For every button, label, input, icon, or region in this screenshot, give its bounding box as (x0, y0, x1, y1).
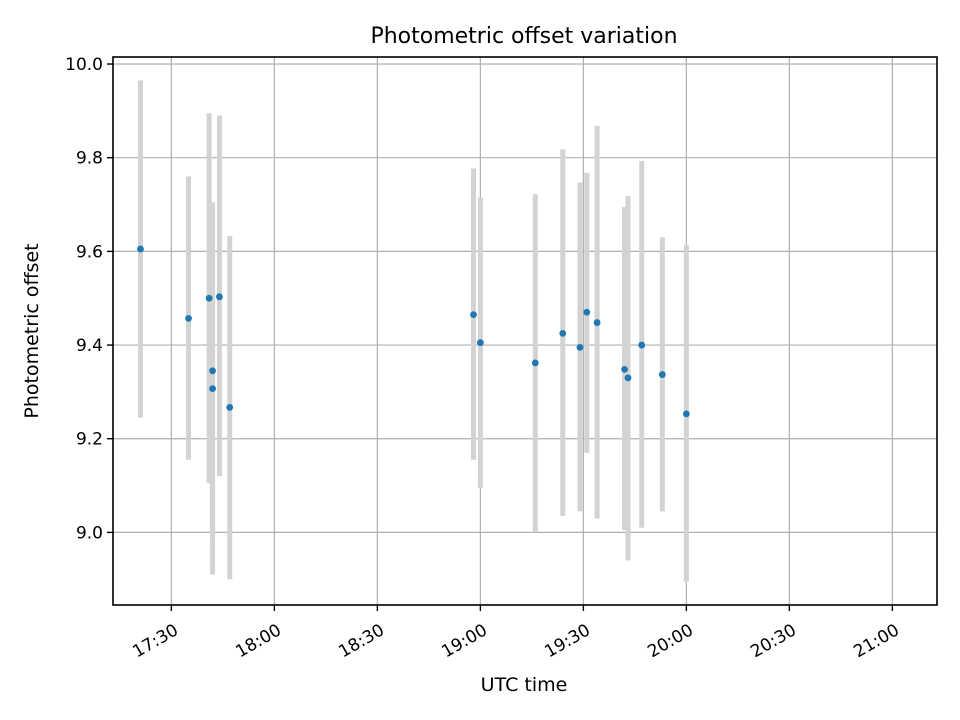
x-axis-label: UTC time (481, 674, 568, 696)
data-point (185, 314, 192, 322)
data-point (682, 410, 690, 418)
data-point (531, 359, 539, 367)
data-point (470, 311, 477, 319)
y-tick-label: 9.2 (76, 430, 103, 450)
data-point (205, 294, 213, 302)
data-point (624, 374, 632, 382)
data-point (209, 385, 216, 393)
chart-title: Photometric offset variation (370, 24, 677, 49)
plot-frame (112, 56, 938, 606)
y-tick-label: 9.8 (76, 149, 103, 169)
y-tick-label: 9.4 (76, 336, 103, 356)
axis-ticks (107, 63, 894, 611)
data-point (658, 371, 666, 378)
data-point (638, 341, 646, 349)
y-tick-labels: 9.0 9.2 9.4 9.6 9.8 10.0 (65, 55, 103, 543)
grid-lines (113, 57, 937, 605)
y-axis-label: Photometric offset (21, 243, 43, 418)
data-point (209, 367, 216, 375)
y-tick-label: 10.0 (65, 55, 103, 75)
y-tick-label: 9.6 (76, 242, 103, 262)
data-point (226, 403, 234, 411)
data-point (476, 339, 484, 347)
data-point (593, 319, 601, 326)
data-point (216, 293, 223, 301)
data-point (137, 245, 144, 253)
data-point (576, 343, 584, 351)
data-point (621, 366, 628, 373)
data-point (583, 308, 591, 316)
y-tick-label: 9.0 (76, 523, 103, 543)
data-points (137, 245, 690, 418)
data-point (559, 329, 567, 337)
